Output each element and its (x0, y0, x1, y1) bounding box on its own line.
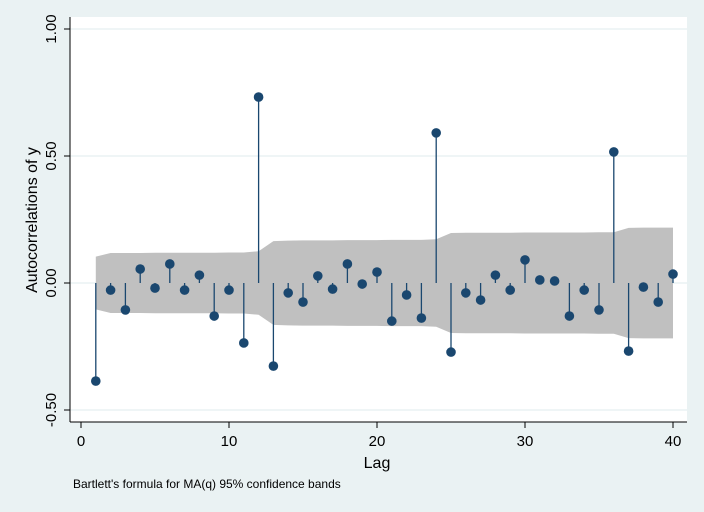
acf-point (283, 288, 294, 298)
acf-point (416, 313, 427, 323)
acf-point (401, 290, 412, 300)
x-tick-label: 10 (221, 433, 238, 450)
y-tick-label: 0.50 (43, 141, 60, 170)
confidence-band (95, 227, 674, 339)
acf-point (209, 311, 219, 321)
y-axis-label: Autocorrelations of y (24, 147, 41, 293)
acf-point (638, 282, 649, 292)
acf-point (505, 285, 515, 295)
acf-point (342, 259, 353, 269)
acf-point (135, 264, 145, 274)
acf-point (357, 279, 368, 289)
y-tick-label: -0.50 (43, 393, 60, 427)
acf-point (224, 285, 234, 295)
acf-point (490, 270, 501, 280)
acf-point (313, 271, 323, 281)
acf-point (120, 305, 131, 315)
acf-point (91, 376, 101, 386)
acf-point (253, 92, 264, 102)
acf-point (594, 305, 604, 315)
acf-point (431, 128, 442, 138)
acf-point (446, 347, 456, 357)
acf-point (239, 338, 249, 348)
acf-point (179, 285, 190, 295)
acf-point (165, 259, 175, 269)
plot-region (70, 17, 687, 422)
acf-point (268, 361, 279, 371)
acf-point (194, 270, 205, 280)
acf-point (653, 297, 663, 307)
acf-point (579, 285, 589, 295)
x-tick-label: 20 (369, 433, 386, 450)
x-tick-label: 40 (665, 433, 682, 450)
acf-point (475, 295, 486, 305)
acf-point (298, 297, 308, 307)
acf-point (668, 269, 678, 279)
y-tick-label: 1.00 (43, 14, 60, 43)
acf-point (105, 285, 116, 295)
chart-note: Bartlett's formula for MA(q) 95% confide… (73, 477, 341, 491)
acf-point (535, 275, 545, 285)
acf-point (520, 255, 530, 265)
x-tick-label: 30 (517, 433, 534, 450)
acf-point (549, 276, 560, 286)
acf-point (327, 284, 338, 294)
acf-point (609, 147, 619, 157)
acf-point (564, 311, 575, 321)
x-axis-label: Lag (364, 455, 391, 472)
y-tick-label: 0.00 (43, 268, 60, 297)
acf-point (461, 288, 471, 298)
acf-point (150, 283, 160, 293)
x-tick-label: 0 (77, 433, 85, 450)
acf-point (387, 316, 397, 326)
acf-point (623, 346, 634, 356)
acf-point (372, 267, 382, 277)
